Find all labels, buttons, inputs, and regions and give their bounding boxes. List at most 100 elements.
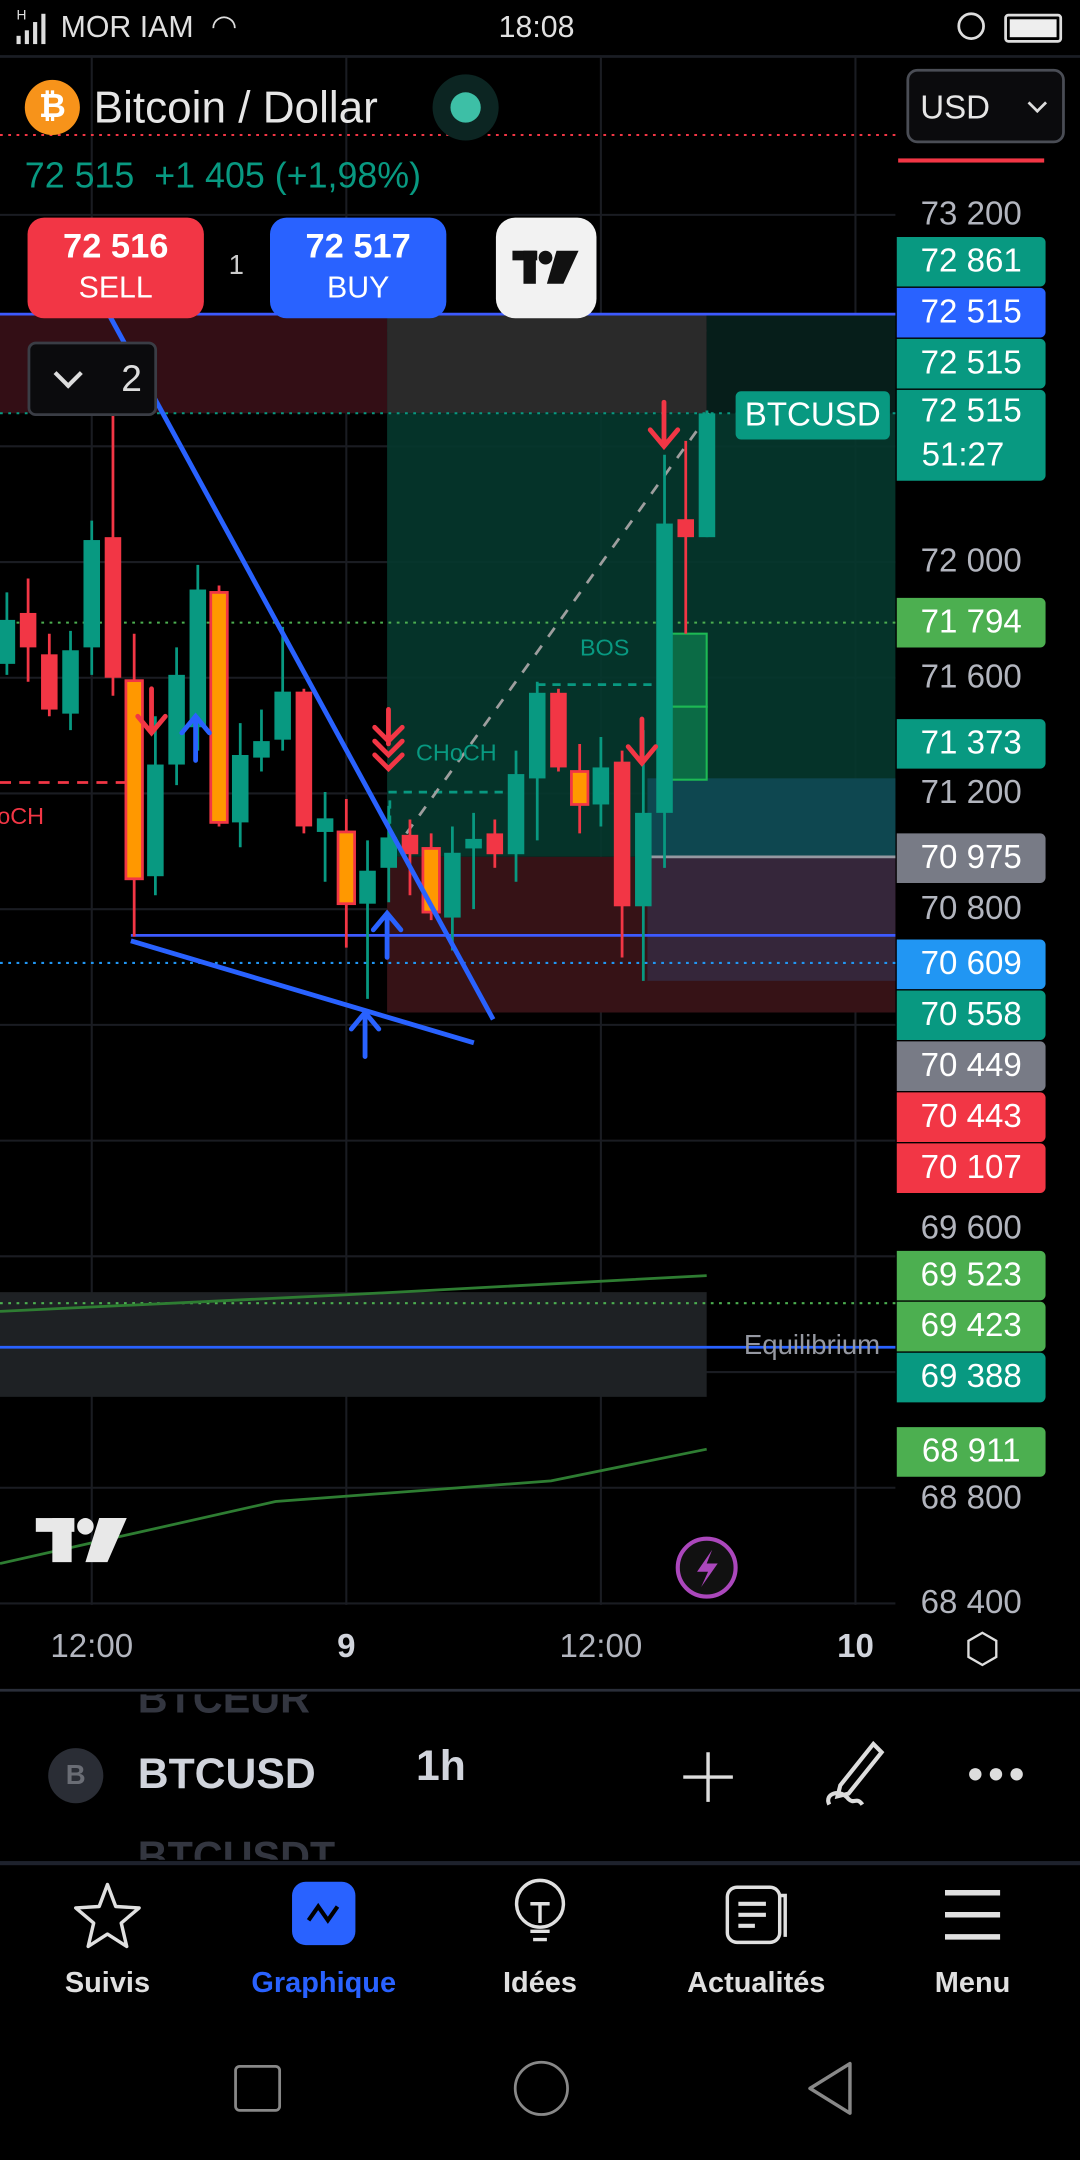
sell-signal-arrows <box>135 399 681 773</box>
indicator-count: 2 <box>121 358 142 400</box>
candle-body <box>253 741 270 758</box>
buy-button[interactable]: 72 517 BUY <box>269 217 447 319</box>
price-axis-label: 68 400 <box>920 1584 1022 1622</box>
price-tag-value: 70 975 <box>920 838 1022 877</box>
price-tag-value: 71 794 <box>920 603 1022 641</box>
chart-settings-hexagon-icon[interactable]: ⬡ <box>964 1626 1001 1673</box>
recent-apps-button[interactable] <box>234 2064 282 2112</box>
chevron-down-icon <box>1027 93 1048 114</box>
candle-body <box>465 838 482 849</box>
price-tag-value: 68 911 <box>921 1432 1021 1470</box>
order-quantity[interactable]: 1 <box>228 250 244 282</box>
price-tag-value: 69 423 <box>920 1307 1022 1345</box>
price-axis-label: 73 200 <box>920 195 1022 233</box>
buy-label: BUY <box>326 269 390 305</box>
broker-logo-button[interactable] <box>495 217 597 319</box>
price-tag: 70 449 <box>896 1041 1046 1092</box>
price-tag-value: 72 515 <box>920 344 1022 382</box>
price-tag: 72 515 51:27 <box>896 389 1046 481</box>
price-axis-label: 69 600 <box>920 1209 1022 1247</box>
symbol-price-tag: BTCUSD <box>735 391 890 440</box>
price-tag-value: 70 107 <box>920 1148 1022 1187</box>
price-tag: 70 443 <box>896 1092 1046 1142</box>
price-tag-value: 70 558 <box>920 995 1022 1034</box>
price-tag-value: 72 515 <box>920 392 1022 430</box>
news-icon[interactable] <box>722 1882 791 1948</box>
tradingview-logo-icon <box>512 250 579 284</box>
price-summary: 72 515 +1 405 (+1,98%) <box>25 154 421 197</box>
ma-line-lower <box>0 1447 707 1565</box>
alarm-icon <box>957 12 985 40</box>
candle-body <box>635 812 652 907</box>
price-axis-label: 71 200 <box>920 774 1022 812</box>
lightning-icon <box>675 1536 738 1599</box>
clock: 18:08 <box>498 9 575 45</box>
home-button[interactable] <box>513 2060 569 2116</box>
nav-tab-menu[interactable]: Menu <box>934 1967 1011 1999</box>
currency-select[interactable]: USD <box>906 68 1065 144</box>
back-button[interactable] <box>804 2059 854 2117</box>
sell-button[interactable]: 72 516 SELL <box>27 217 204 319</box>
symbol-title[interactable]: Bitcoin / Dollar <box>93 82 378 133</box>
nav-tab-suivis[interactable]: Suivis <box>64 1967 151 1999</box>
lightbulb-icon[interactable] <box>510 1876 571 1950</box>
star-icon[interactable] <box>73 1880 142 1949</box>
premium-zone <box>387 314 707 414</box>
time-axis-label: 10 <box>837 1628 874 1666</box>
chart-icon[interactable] <box>292 1881 356 1946</box>
add-plus-icon[interactable] <box>681 1749 736 1804</box>
ma-line-upper <box>0 1274 707 1313</box>
discount-zone-purple <box>647 856 896 981</box>
price-tag: 70 107 <box>896 1143 1046 1193</box>
menu-icon[interactable] <box>942 1887 1003 1942</box>
candle-body <box>62 650 79 714</box>
candle-body <box>550 692 567 768</box>
arrow-down-icon <box>135 686 168 737</box>
price-tag: 69 423 <box>896 1301 1046 1352</box>
arrow-up-icon <box>370 909 404 960</box>
candle-body <box>231 754 249 823</box>
trendline-lower <box>130 938 475 1046</box>
price-tag-value: 70 609 <box>920 944 1022 983</box>
candle-body <box>19 612 37 648</box>
price-tag-value: 72 861 <box>920 242 1022 280</box>
candle-body <box>677 519 695 538</box>
time-axis-label: 12:00 <box>559 1628 643 1666</box>
price-tag: 70 609 <box>896 939 1046 990</box>
candle-body <box>274 691 291 740</box>
arrow-up-icon <box>179 712 212 763</box>
candle-body <box>336 830 356 906</box>
symbol-next[interactable]: BTCUSDT <box>137 1834 336 1860</box>
symbol-selector[interactable]: BTCUSD <box>137 1749 316 1798</box>
time-axis-label: 12:00 <box>50 1628 134 1666</box>
indicators-toggle-button[interactable]: 2 <box>27 341 158 417</box>
nav-tab-idées[interactable]: Idées <box>503 1967 577 1999</box>
candle-body <box>124 679 144 881</box>
price-tag-value: 71 373 <box>920 724 1022 762</box>
more-options-icon[interactable] <box>967 1763 1028 1785</box>
equilibrium-label: Equilibrium <box>744 1329 880 1360</box>
price-axis-label: 72 000 <box>920 542 1022 580</box>
buy-signal-arrows <box>179 712 404 1059</box>
candles <box>0 358 716 999</box>
drawing-pencil-icon[interactable] <box>821 1738 887 1810</box>
nav-tab-graphique[interactable]: Graphique <box>251 1967 397 1999</box>
candle-body <box>189 589 207 728</box>
symbol-badge: B <box>48 1748 104 1804</box>
price-tag-value: 69 388 <box>920 1358 1022 1396</box>
price-chart[interactable]: CHoCH oCH BOS Equilibrium <box>0 0 1080 1609</box>
price-tag: 69 388 <box>896 1352 1046 1403</box>
candle-body <box>528 692 546 779</box>
sell-price: 72 516 <box>63 227 169 266</box>
tradingview-watermark <box>35 1518 127 1563</box>
candle-body <box>83 540 101 648</box>
candle-body <box>209 591 229 824</box>
market-status-indicator[interactable] <box>432 74 499 141</box>
trendline-upper <box>108 315 496 1021</box>
nav-tab-actualités[interactable]: Actualités <box>687 1967 826 1999</box>
chevron-down-icon <box>53 359 83 389</box>
price-axis-label: 71 600 <box>920 658 1022 696</box>
wifi-icon: ◠ <box>210 8 238 43</box>
interval-selector[interactable]: 1h <box>416 1741 466 1790</box>
symbol-prev[interactable]: BTCEUR <box>137 1694 310 1722</box>
